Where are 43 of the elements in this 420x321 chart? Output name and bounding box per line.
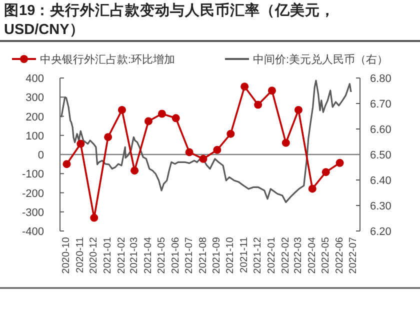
x-tick-label: 2021-02 <box>116 236 128 274</box>
x-tick-label: 2022-02 <box>280 236 292 274</box>
y2-tick-label: 6.40 <box>370 175 392 187</box>
y-tick-label: -300 <box>22 206 44 219</box>
x-tick-label: 2021-08 <box>198 236 209 274</box>
x-tick-label: 2022-04 <box>306 236 318 274</box>
legend-label: 中央银行外汇占款:环比增加 <box>40 53 176 66</box>
y2-tick-label: 6.60 <box>370 124 392 136</box>
x-tick-label: 2022-06 <box>334 236 346 274</box>
y2-tick-label: 6.80 <box>370 73 392 85</box>
legend-item: 中间价:美元兑人民币（右） <box>225 54 388 66</box>
x-tick-label: 2022-07 <box>348 236 359 274</box>
legend-item: 中央银行外汇占款:环比增加 <box>12 54 176 66</box>
y-tick-label: 200 <box>26 111 44 124</box>
x-tick-label: 2021-05 <box>156 236 168 274</box>
x-tick-label: 2021-09 <box>212 236 223 274</box>
y-tick-label: 300 <box>26 92 44 104</box>
y2-tick-label: 6.50 <box>370 150 392 162</box>
x-tick-label: 2021-03 <box>129 236 140 274</box>
y-tick-label: 100 <box>26 130 44 142</box>
x-tick-label: 2021-12 <box>252 236 264 274</box>
x-tick-label: 2020-10 <box>61 236 72 274</box>
x-tick-label: 2022-05 <box>320 236 332 274</box>
y2-tick-label: 6.20 <box>370 226 392 238</box>
x-tick-label: 2021-04 <box>142 236 154 274</box>
x-tick-label: 2021-01 <box>102 236 114 274</box>
x-tick-label: 2022-03 <box>292 236 304 274</box>
x-tick-label: 2021-07 <box>184 236 195 274</box>
x-tick-label: 2022-01 <box>266 236 278 274</box>
y-tick-label: 0 <box>38 150 44 162</box>
x-tick-label: 2021-10 <box>225 236 236 274</box>
chart-title: 图19：央行外汇占款变动与人民币汇率（亿美元，USD/CNY） <box>4 2 336 40</box>
x-tick-label: 2021-11 <box>239 236 250 273</box>
y2-tick-label: 6.70 <box>370 98 392 110</box>
y-tick-label: -400 <box>22 226 44 238</box>
legend-label: 中间价:美元兑人民币（右） <box>253 53 388 66</box>
y2-tick-label: 6.30 <box>370 200 392 212</box>
x-tick-label: 2021-06 <box>170 236 182 274</box>
x-tick-label: 2020-12 <box>88 236 100 274</box>
y-tick-label: 400 <box>26 73 44 85</box>
x-tick-label: 2020-11 <box>75 236 86 273</box>
y-tick-label: -100 <box>22 168 44 181</box>
y-tick-label: -200 <box>22 188 44 200</box>
